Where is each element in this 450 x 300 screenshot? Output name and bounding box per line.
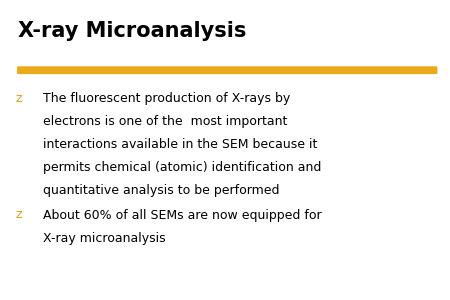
Text: permits chemical (atomic) identification and: permits chemical (atomic) identification… [43,161,321,174]
Text: z: z [16,92,22,104]
Text: X-ray Microanalysis: X-ray Microanalysis [18,21,247,41]
Text: electrons is one of the  most important: electrons is one of the most important [43,115,287,128]
Text: quantitative analysis to be performed: quantitative analysis to be performed [43,184,279,197]
Text: z: z [16,208,22,221]
Text: The fluorescent production of X-rays by: The fluorescent production of X-rays by [43,92,290,104]
Text: X-ray microanalysis: X-ray microanalysis [43,232,166,244]
Text: interactions available in the SEM because it: interactions available in the SEM becaus… [43,138,317,151]
Text: About 60% of all SEMs are now equipped for: About 60% of all SEMs are now equipped f… [43,208,321,221]
FancyBboxPatch shape [17,66,437,74]
